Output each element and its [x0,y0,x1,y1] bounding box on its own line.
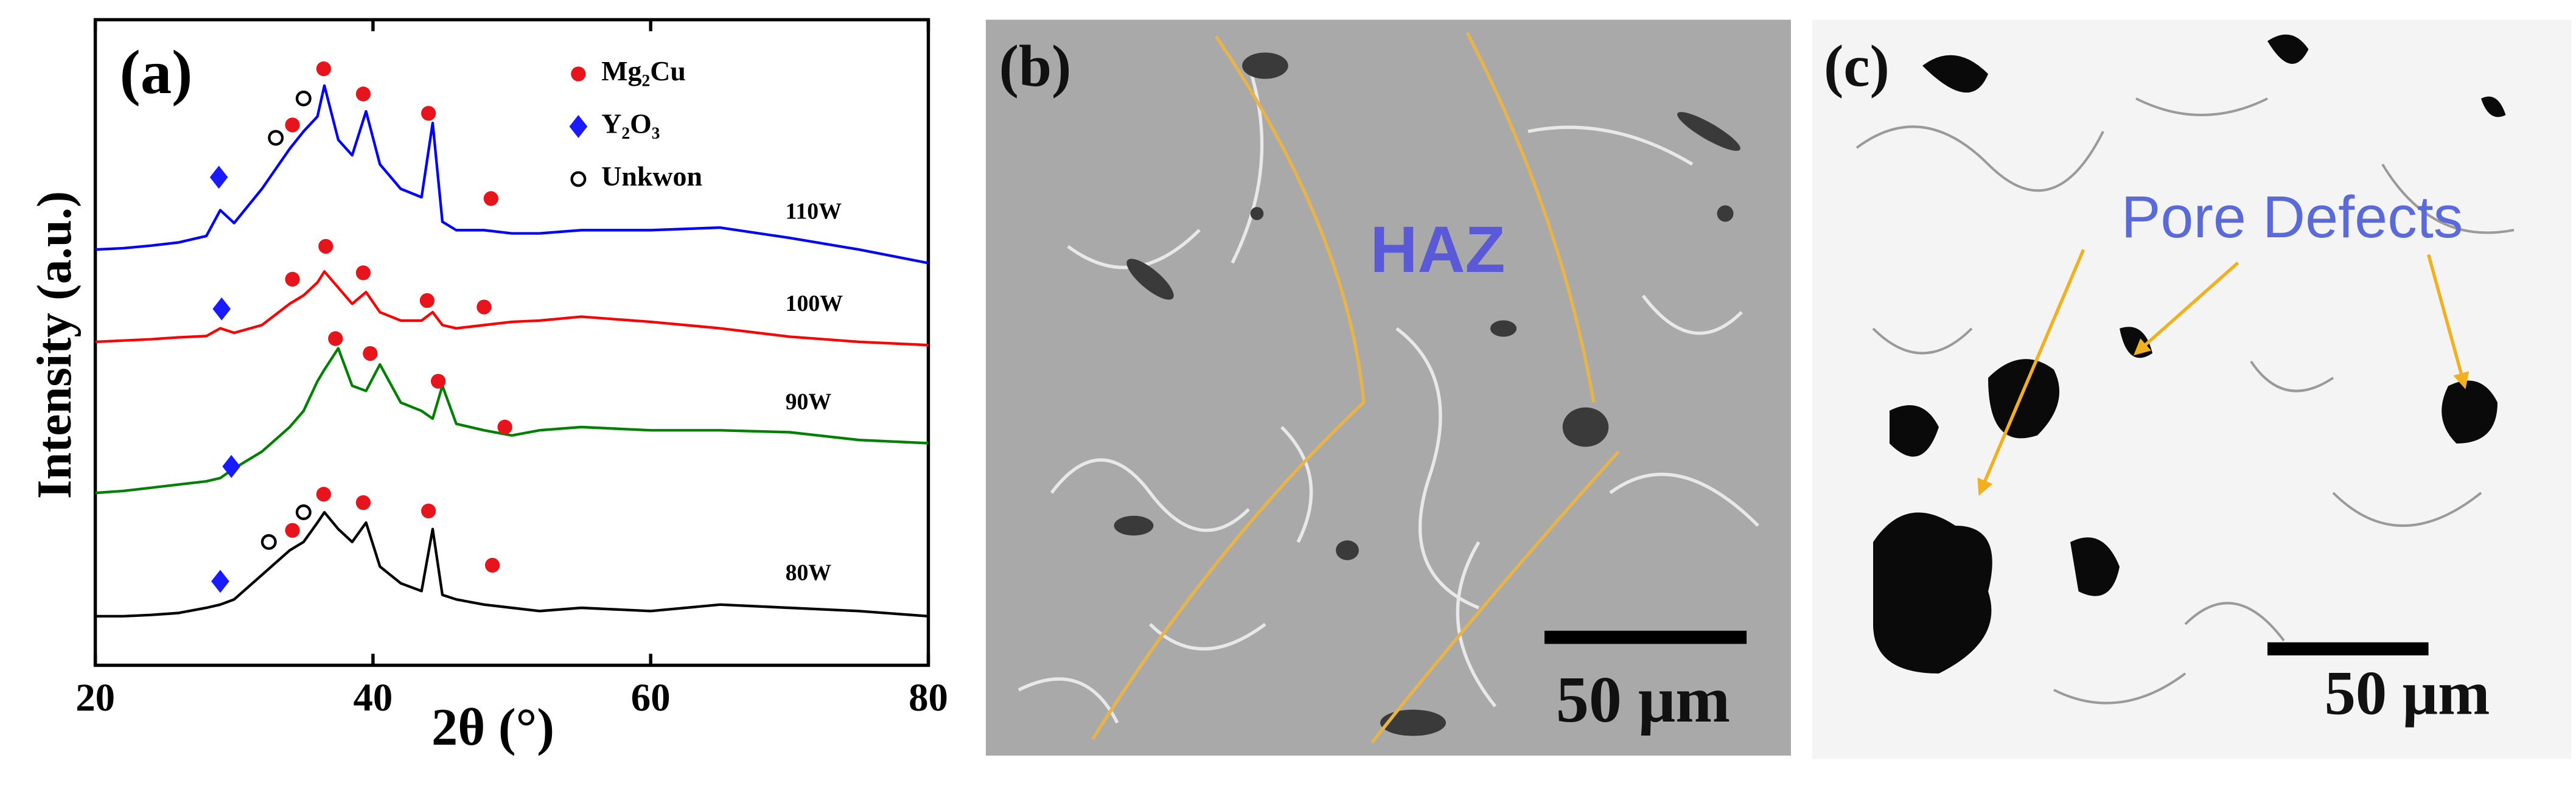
micrograph-b: (b) HAZ 50 μm [986,19,1791,756]
x-tick-label: 80 [909,676,948,720]
phase-marker [421,503,436,519]
phase-marker [295,90,312,106]
haz-boundary [1091,32,1620,744]
xrd-chart: (a) 2θ (°) Intensity (a.u.) 20 40 60 80 110W… [27,18,948,756]
phase-marker [318,238,333,254]
x-axis-label: 2θ (°) [431,698,554,756]
phase-marker [260,534,277,550]
phase-marker [209,165,228,189]
phase-marker [316,487,332,502]
annotation: Pore Defects [2121,184,2463,250]
y-axis-label: Intensity (a.u.) [27,191,82,499]
plot-frame [93,18,930,667]
sem-image [986,19,1791,756]
phase-marker [285,523,300,538]
scale-bar-label: 50 μm [1556,664,1730,736]
xrd-curve [95,347,929,495]
x-tick-label: 60 [631,676,671,720]
phase-marker [421,106,436,121]
arrows [1977,249,2470,496]
legend-label: Unkwon [601,161,702,192]
legend-label: Mg₂Cu [601,55,686,86]
series-label: 100W [786,291,843,316]
legend-symbol [569,115,588,138]
legend-label: Y₂O₃ [601,108,660,139]
scale-bar-label: 50 μm [2325,660,2490,728]
texture [1855,97,2515,705]
phase-marker [268,130,284,146]
phase-marker [430,374,446,389]
phase-marker [211,569,229,593]
series-label: 90W [786,389,832,414]
phase-marker [355,86,371,102]
annotation: HAZ [1370,212,1506,286]
phase-marker [497,419,512,435]
panel-label: (c) [1824,33,1890,99]
phase-marker [484,557,500,573]
x-tick-label: 40 [354,676,393,720]
phase-marker [222,454,241,478]
phase-marker [285,271,300,287]
phase-marker [212,297,231,321]
phase-marker [483,191,498,206]
legend-symbol [570,171,587,187]
phase-marker [285,117,300,133]
dark-features [1114,52,1740,736]
phase-marker [363,346,378,361]
phase-marker [295,504,312,520]
xrd-curve [95,510,929,618]
phase-marker [419,293,435,308]
series-label: 110W [786,198,842,224]
phase-marker [355,495,371,510]
panel-label: (a) [120,38,193,107]
phase-marker [328,331,343,346]
x-tick-label: 20 [75,676,115,720]
series-label: 80W [786,560,832,586]
xrd-curve [95,270,929,347]
micrograph-c: (c) Pore Defects 50 μm [1812,19,2572,759]
legend-symbol [571,66,586,82]
panel-label: (b) [999,33,1072,99]
pores [1873,34,2506,673]
phase-marker [316,61,332,77]
phase-marker [476,299,492,315]
phase-marker [355,265,371,280]
xrd-curve [95,84,929,265]
